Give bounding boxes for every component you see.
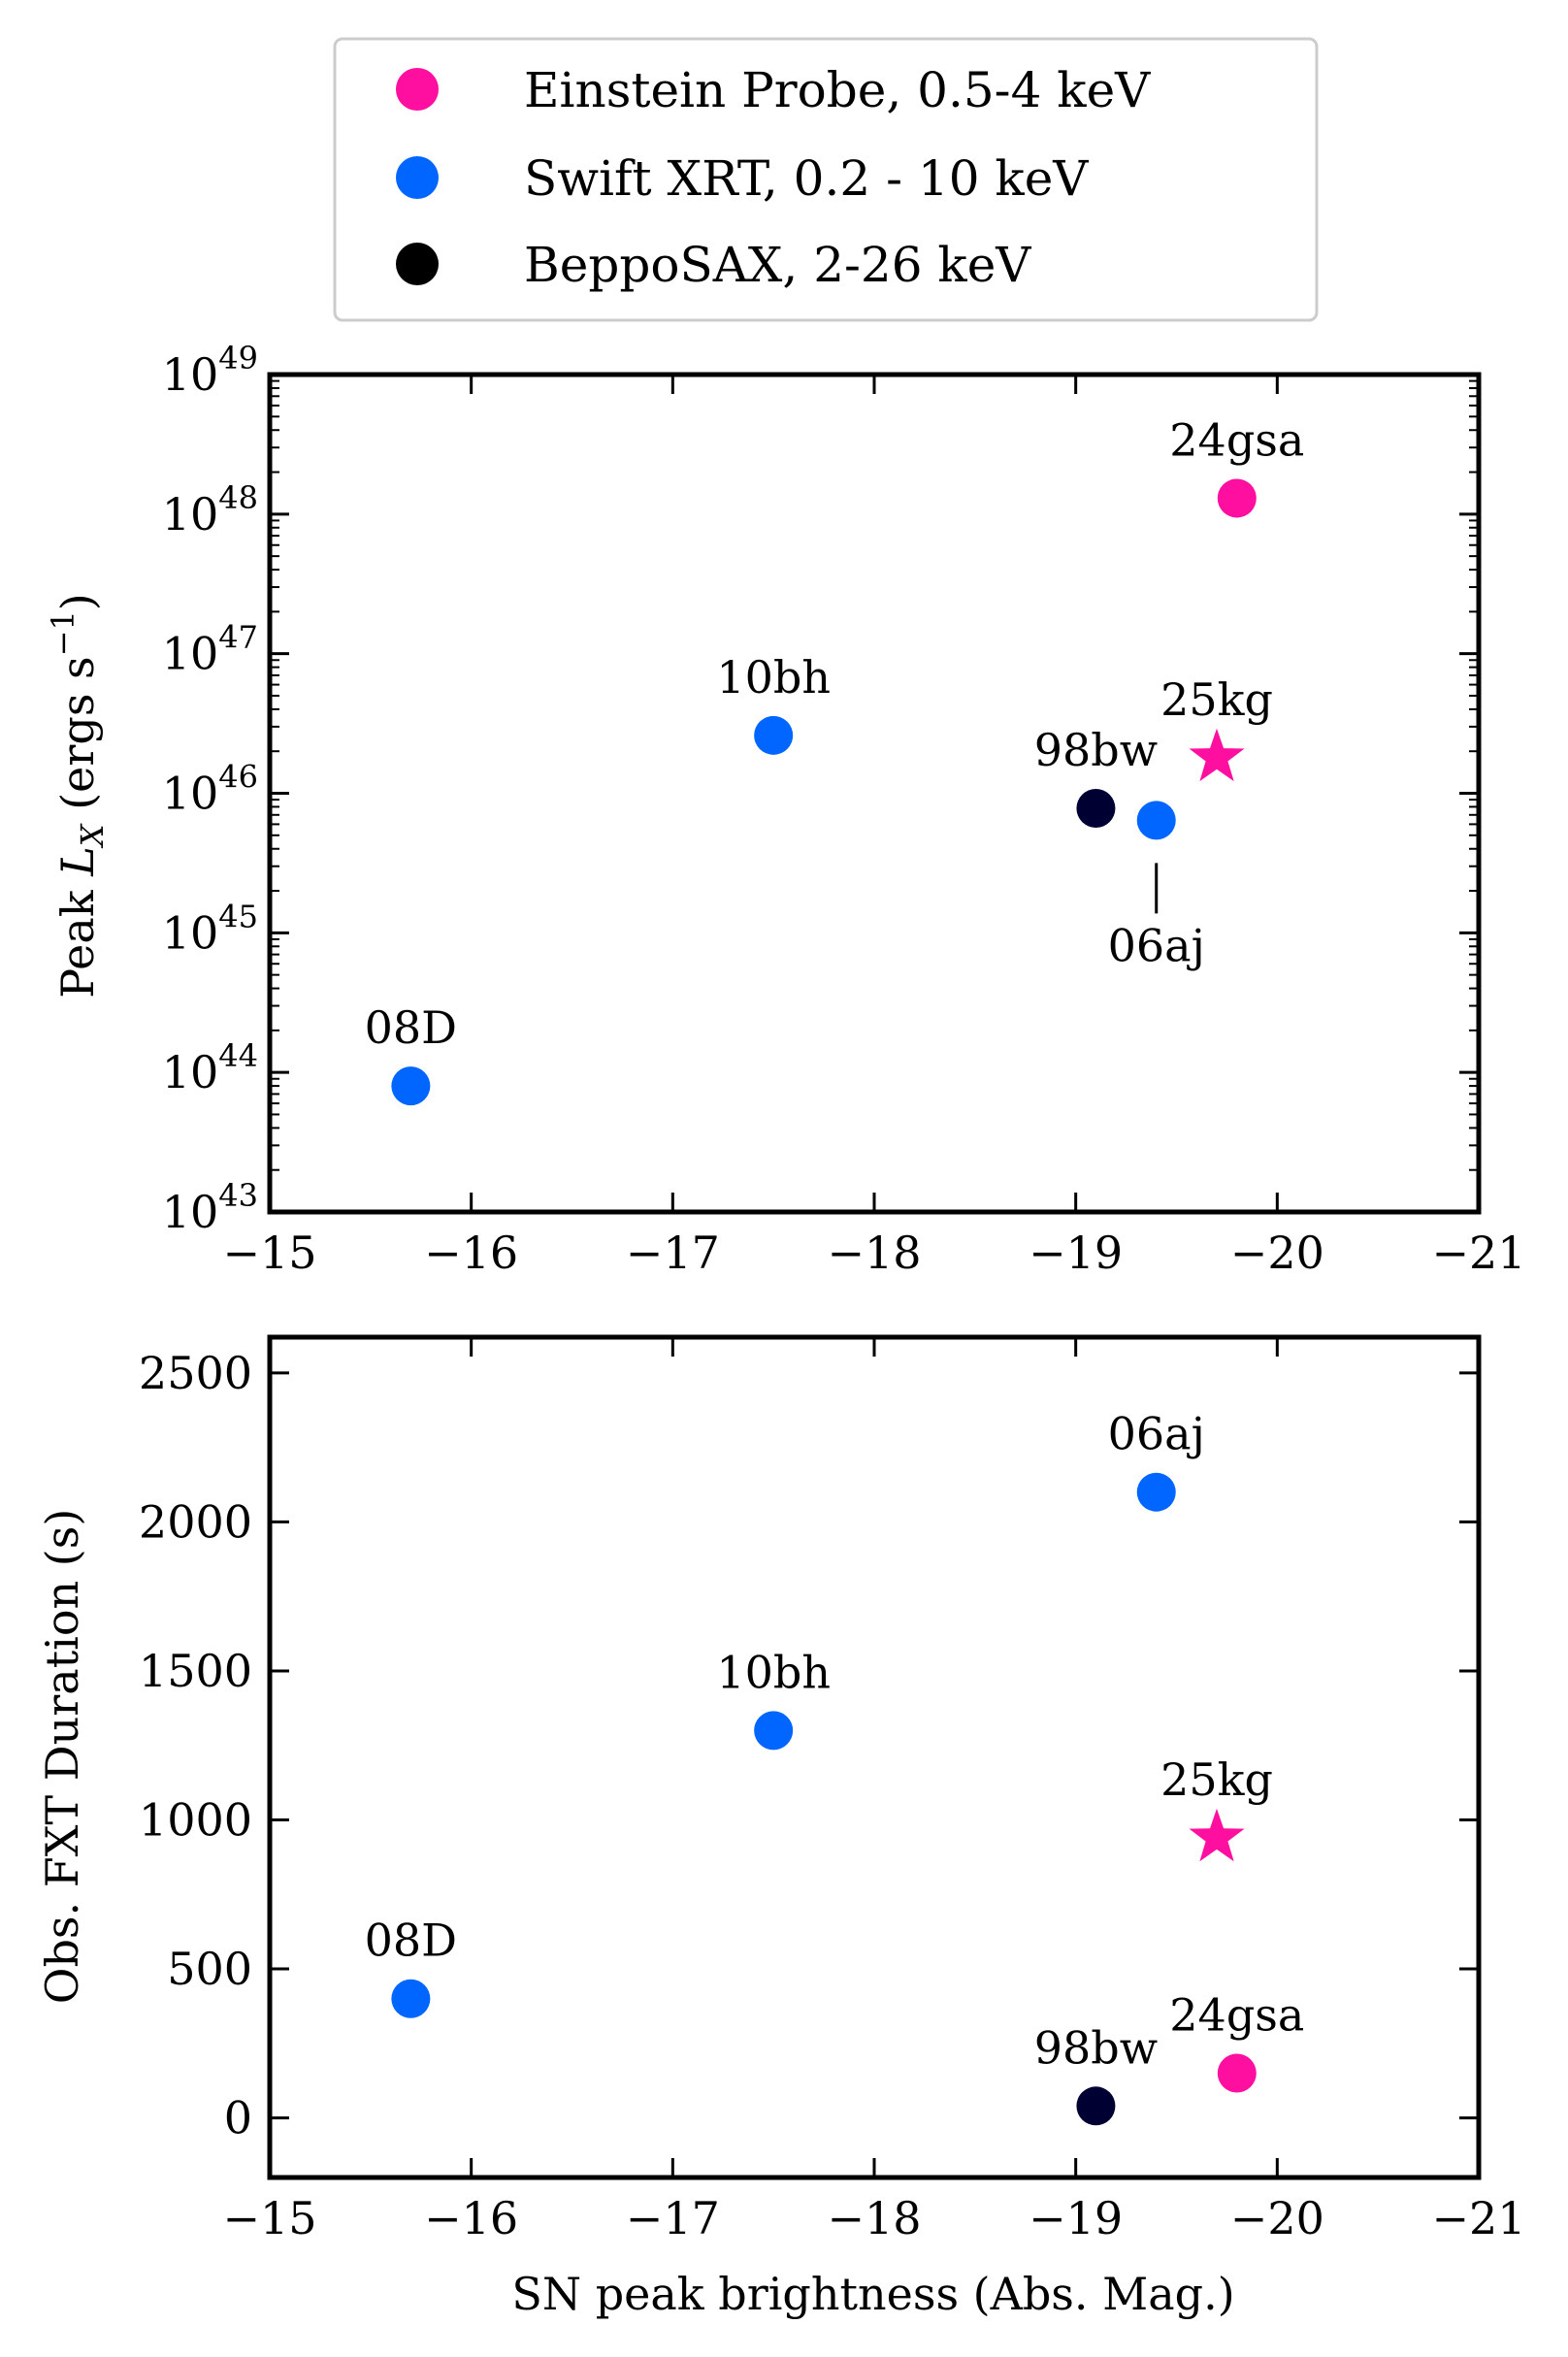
bot-label-06aj: 06aj <box>1108 1408 1205 1460</box>
bot-y-tick-label: 1000 <box>139 1793 252 1846</box>
bottom-y-axis-title: Obs. FXT Duration (s) <box>36 1509 88 2005</box>
bot-y-tick-label: 2000 <box>139 1495 252 1548</box>
legend-label-einstein-probe: Einstein Probe, 0.5-4 keV <box>524 62 1151 118</box>
top-label-98bw: 98bw <box>1034 724 1158 776</box>
top-data-points <box>391 478 1257 1106</box>
bot-label-08d: 08D <box>365 1915 457 1967</box>
top-point-98bw <box>1076 789 1116 829</box>
top-label-06aj: 06aj <box>1108 919 1205 971</box>
bot-y-tick-label: 500 <box>167 1943 252 1995</box>
legend-frame <box>333 37 1319 322</box>
bot-x-tick-label: −19 <box>1029 2192 1123 2244</box>
top-x-tick-label: −20 <box>1230 1227 1324 1279</box>
bottom-data-points <box>391 1472 1257 2126</box>
bottom-panel: −15 −16 −17 −18 −19 −20 −21 0 500 1000 1500 2000 25… <box>36 1334 1526 2320</box>
bot-x-tick-label: −20 <box>1230 2192 1324 2244</box>
bot-x-tick-label: −18 <box>827 2192 921 2244</box>
bot-point-25kg <box>1189 1808 1245 1862</box>
top-label-25kg: 25kg <box>1160 673 1273 726</box>
top-y-tick-label: 1048 <box>162 479 258 540</box>
bot-y-tick-label: 0 <box>224 2092 252 2144</box>
bot-point-08d <box>391 1979 431 2018</box>
top-panel: −15 −16 −17 −18 −19 −20 −21 104310441045104610… <box>45 340 1526 1279</box>
bottom-plot-frame <box>267 1334 1482 2180</box>
bot-point-98bw <box>1076 2086 1116 2126</box>
top-point-06aj <box>1136 801 1176 840</box>
top-y-tick-label: 1049 <box>162 340 258 401</box>
legend-label-swift-xrt: Swift XRT, 0.2 - 10 keV <box>524 150 1089 207</box>
top-point-08d <box>391 1066 431 1106</box>
top-point-10bh <box>754 715 794 755</box>
bot-point-24gsa <box>1217 2053 1257 2093</box>
top-label-08d: 08D <box>365 1001 457 1054</box>
bot-x-tick-label: −15 <box>222 2192 316 2244</box>
legend-label-bepposax: BeppoSAX, 2-26 keV <box>524 237 1031 293</box>
top-point-24gsa <box>1217 478 1257 518</box>
top-x-tick-label: −19 <box>1029 1227 1123 1279</box>
bot-x-tick-label: −16 <box>424 2192 518 2244</box>
bot-point-06aj <box>1136 1472 1176 1512</box>
legend-marker-einstein-probe <box>396 68 439 111</box>
bot-label-10bh: 10bh <box>716 1646 831 1698</box>
bot-x-tick-label: −17 <box>626 2192 720 2244</box>
top-major-ticks <box>268 373 1481 1214</box>
top-y-tick-label: 1043 <box>162 1177 258 1238</box>
top-y-tick-label: 1045 <box>162 898 258 959</box>
bot-label-25kg: 25kg <box>1160 1753 1273 1806</box>
bot-y-tick-label: 1500 <box>139 1645 252 1697</box>
legend: Einstein Probe, 0.5-4 keV Swift XRT, 0.2… <box>333 37 1319 322</box>
legend-marker-bepposax <box>396 243 439 285</box>
top-point-25kg <box>1189 728 1245 782</box>
top-label-24gsa: 24gsa <box>1169 413 1304 466</box>
top-y-tick-label: 1044 <box>162 1037 258 1098</box>
top-y-tick-labels: 1043 1044 1045 1046 1047 1048 1049 <box>162 340 258 1238</box>
bot-label-24gsa: 24gsa <box>1169 1989 1304 2042</box>
top-x-tick-label: −15 <box>222 1227 316 1279</box>
bottom-y-tick-labels: 0 500 1000 1500 2000 2500 <box>139 1347 252 2144</box>
top-x-tick-label: −21 <box>1431 1227 1525 1279</box>
top-label-10bh: 10bh <box>716 651 831 704</box>
bot-point-10bh <box>754 1711 794 1751</box>
bot-label-98bw: 98bw <box>1034 2021 1158 2074</box>
top-y-tick-label: 1046 <box>162 759 258 820</box>
x-axis-title: SN peak brightness (Abs. Mag.) <box>511 2268 1234 2320</box>
top-y-tick-label: 1047 <box>162 619 258 680</box>
legend-marker-swift-xrt <box>396 156 439 199</box>
top-y-axis-title: Peak LX (ergs s−1) <box>45 593 111 998</box>
bottom-x-tick-labels: −15 −16 −17 −18 −19 −20 −21 <box>222 2192 1525 2244</box>
bot-y-tick-label: 2500 <box>139 1347 252 1399</box>
top-x-tick-label: −17 <box>626 1227 720 1279</box>
top-x-tick-label: −18 <box>827 1227 921 1279</box>
top-plot-frame <box>267 372 1482 1215</box>
bot-x-tick-label: −21 <box>1431 2192 1525 2244</box>
top-annotations: 08D 10bh 98bw 06aj 25kg 24gsa <box>365 413 1305 1054</box>
top-x-tick-label: −16 <box>424 1227 518 1279</box>
bottom-major-ticks <box>268 1337 1481 2177</box>
top-x-tick-labels: −15 −16 −17 −18 −19 −20 −21 <box>222 1227 1525 1279</box>
